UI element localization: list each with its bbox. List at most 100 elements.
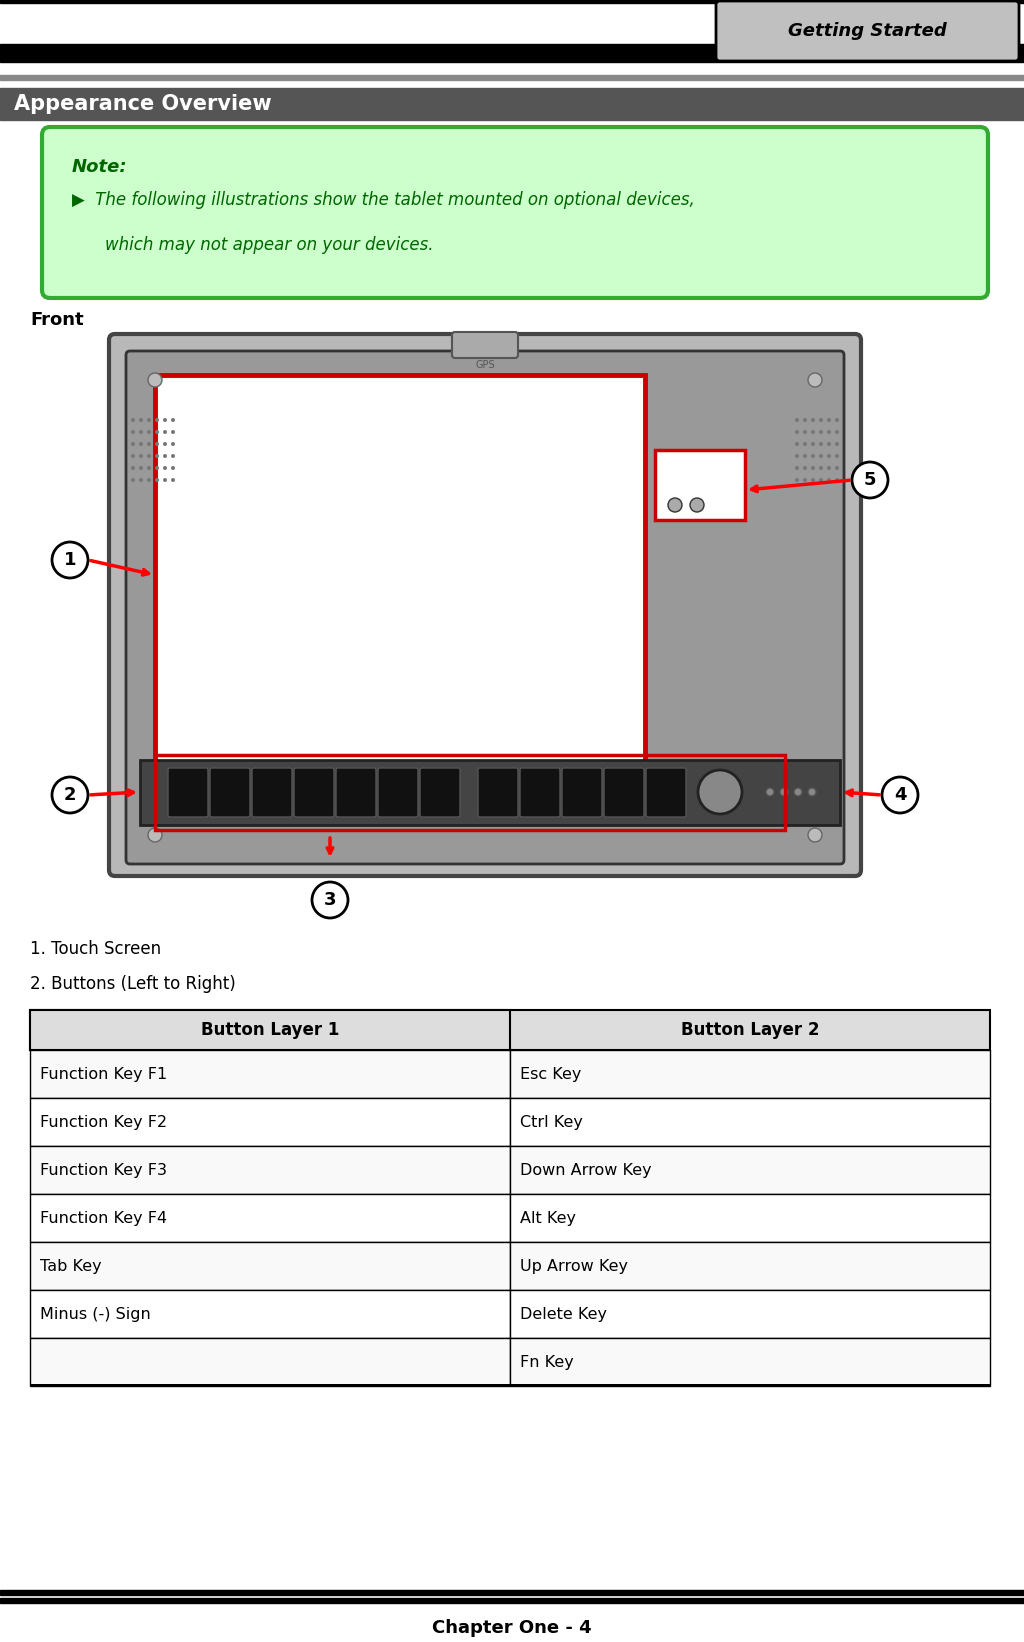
Circle shape — [808, 828, 822, 842]
FancyBboxPatch shape — [109, 333, 861, 875]
Text: Up Arrow Key: Up Arrow Key — [520, 1258, 628, 1274]
Text: 4: 4 — [894, 787, 906, 805]
Circle shape — [163, 478, 167, 483]
Circle shape — [52, 777, 88, 813]
FancyBboxPatch shape — [604, 768, 644, 818]
Bar — [140, 760, 840, 824]
Circle shape — [147, 466, 151, 470]
Circle shape — [139, 478, 143, 483]
Bar — [0, 1598, 1024, 1603]
Circle shape — [148, 373, 162, 388]
Circle shape — [819, 430, 823, 433]
Bar — [510, 1291, 990, 1338]
Bar — [30, 1338, 510, 1386]
Circle shape — [819, 453, 823, 458]
FancyBboxPatch shape — [42, 126, 988, 297]
Bar — [155, 374, 645, 775]
Circle shape — [155, 442, 159, 447]
FancyBboxPatch shape — [210, 768, 250, 818]
Circle shape — [835, 419, 839, 422]
Circle shape — [139, 419, 143, 422]
Circle shape — [803, 430, 807, 433]
FancyBboxPatch shape — [168, 768, 208, 818]
Circle shape — [139, 442, 143, 447]
Circle shape — [690, 498, 705, 512]
Circle shape — [795, 419, 799, 422]
Circle shape — [171, 442, 175, 447]
Circle shape — [312, 882, 348, 918]
Circle shape — [803, 419, 807, 422]
Bar — [30, 1010, 990, 1049]
Text: Front: Front — [30, 310, 84, 328]
Circle shape — [155, 430, 159, 433]
Bar — [30, 1146, 510, 1194]
Circle shape — [163, 466, 167, 470]
Bar — [510, 1098, 990, 1146]
Circle shape — [819, 466, 823, 470]
Circle shape — [668, 498, 682, 512]
FancyBboxPatch shape — [646, 768, 686, 818]
Circle shape — [155, 419, 159, 422]
FancyBboxPatch shape — [562, 768, 602, 818]
Circle shape — [131, 419, 135, 422]
Text: Note:: Note: — [72, 158, 128, 176]
Circle shape — [131, 430, 135, 433]
Bar — [510, 1241, 990, 1291]
Circle shape — [811, 419, 815, 422]
Circle shape — [827, 466, 831, 470]
Text: Getting Started: Getting Started — [788, 21, 947, 39]
Circle shape — [147, 442, 151, 447]
Circle shape — [147, 419, 151, 422]
Text: Button Layer 1: Button Layer 1 — [201, 1021, 339, 1039]
Bar — [30, 1241, 510, 1291]
Text: GPS: GPS — [475, 360, 495, 369]
Bar — [510, 1049, 990, 1098]
Bar — [30, 1098, 510, 1146]
Text: Button Layer 2: Button Layer 2 — [681, 1021, 819, 1039]
Bar — [0, 44, 1024, 62]
Circle shape — [819, 442, 823, 447]
Text: Ctrl Key: Ctrl Key — [520, 1115, 583, 1130]
Circle shape — [827, 419, 831, 422]
Circle shape — [795, 442, 799, 447]
Circle shape — [882, 777, 918, 813]
Bar — [655, 450, 745, 521]
Bar — [30, 1049, 510, 1098]
Circle shape — [803, 466, 807, 470]
Bar — [0, 1589, 1024, 1594]
Text: Down Arrow Key: Down Arrow Key — [520, 1163, 651, 1177]
Circle shape — [131, 453, 135, 458]
Circle shape — [808, 788, 816, 796]
Circle shape — [148, 828, 162, 842]
Circle shape — [155, 466, 159, 470]
Circle shape — [835, 430, 839, 433]
Circle shape — [808, 373, 822, 388]
FancyBboxPatch shape — [478, 768, 518, 818]
FancyBboxPatch shape — [252, 768, 292, 818]
FancyBboxPatch shape — [378, 768, 418, 818]
Text: Esc Key: Esc Key — [520, 1067, 582, 1082]
Text: Function Key F3: Function Key F3 — [40, 1163, 167, 1177]
Bar — [510, 1146, 990, 1194]
Circle shape — [147, 478, 151, 483]
Text: 1: 1 — [63, 552, 76, 570]
Circle shape — [819, 419, 823, 422]
Circle shape — [795, 453, 799, 458]
Circle shape — [835, 453, 839, 458]
Text: Function Key F2: Function Key F2 — [40, 1115, 167, 1130]
Circle shape — [131, 466, 135, 470]
Text: which may not appear on your devices.: which may not appear on your devices. — [105, 236, 433, 255]
Circle shape — [163, 419, 167, 422]
Text: 5: 5 — [864, 471, 877, 489]
Circle shape — [835, 442, 839, 447]
Circle shape — [852, 461, 888, 498]
Bar — [30, 1291, 510, 1338]
Circle shape — [827, 478, 831, 483]
Text: 3: 3 — [324, 892, 336, 910]
Text: Delete Key: Delete Key — [520, 1307, 607, 1322]
Text: Appearance Overview: Appearance Overview — [14, 94, 271, 113]
Text: ▶  The following illustrations show the tablet mounted on optional devices,: ▶ The following illustrations show the t… — [72, 190, 694, 209]
Circle shape — [698, 770, 742, 814]
Circle shape — [803, 453, 807, 458]
Circle shape — [835, 466, 839, 470]
